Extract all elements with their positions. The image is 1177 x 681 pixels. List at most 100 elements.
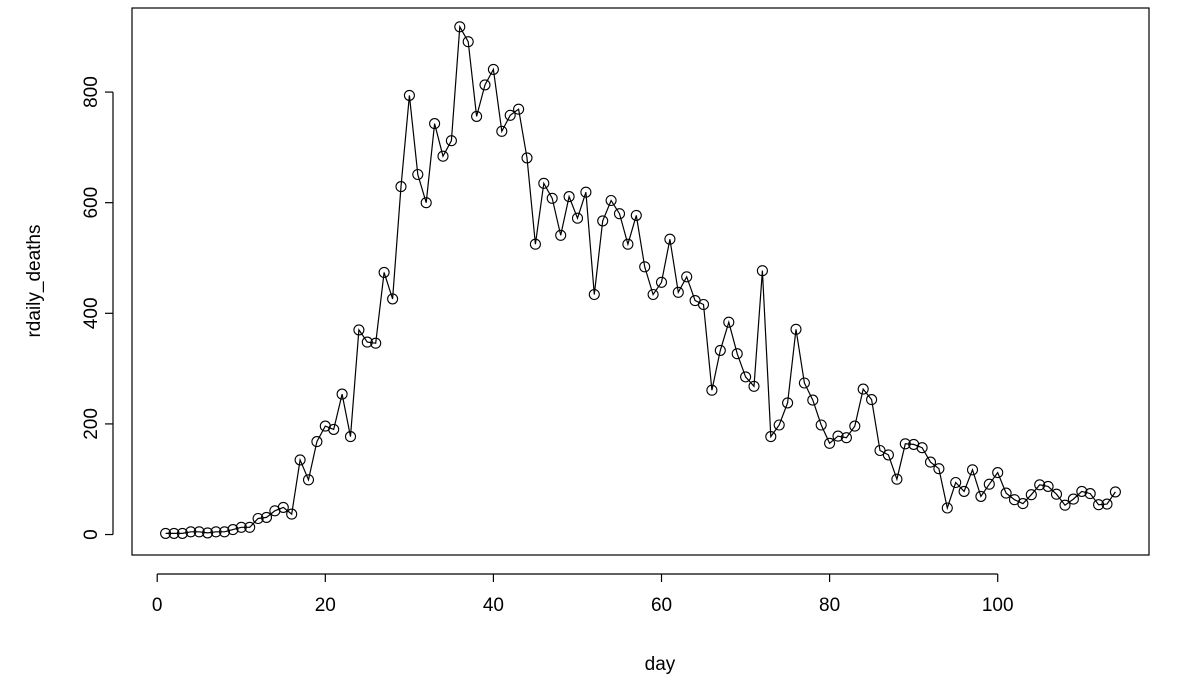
data-point bbox=[605, 194, 617, 207]
data-point bbox=[445, 135, 457, 147]
data-point bbox=[546, 192, 558, 204]
x-axis-title: day bbox=[645, 654, 676, 675]
data-point bbox=[302, 474, 315, 486]
data-point bbox=[1034, 479, 1046, 491]
data-point bbox=[160, 527, 172, 539]
data-point bbox=[437, 150, 449, 162]
x-axis: 0 20 40 60 80 100 bbox=[152, 573, 1014, 616]
data-point bbox=[555, 229, 567, 241]
data-point bbox=[580, 186, 592, 198]
data-point bbox=[202, 527, 214, 539]
data-point bbox=[1042, 480, 1054, 492]
data-point bbox=[630, 209, 642, 221]
data-point bbox=[193, 526, 205, 538]
data-point bbox=[664, 233, 676, 245]
data-point bbox=[218, 526, 231, 538]
data-point bbox=[462, 36, 474, 48]
data-point bbox=[260, 511, 273, 523]
data-point bbox=[479, 79, 491, 91]
data-point bbox=[983, 478, 995, 490]
data-point bbox=[235, 521, 247, 533]
data-point bbox=[899, 438, 911, 450]
data-point bbox=[613, 208, 626, 220]
data-point bbox=[504, 109, 516, 121]
data-point bbox=[639, 261, 651, 273]
x-tick-label: 0 bbox=[152, 595, 163, 616]
data-point bbox=[210, 526, 222, 538]
data-point bbox=[227, 524, 239, 536]
data-point bbox=[798, 377, 810, 389]
data-point bbox=[336, 388, 348, 400]
data-point bbox=[1059, 499, 1071, 511]
data-point bbox=[244, 521, 256, 533]
data-point bbox=[487, 63, 499, 75]
data-point bbox=[529, 238, 541, 250]
data-point bbox=[697, 298, 710, 311]
data-point bbox=[714, 344, 726, 356]
data-point bbox=[824, 437, 836, 449]
data-point bbox=[966, 464, 979, 476]
data-point bbox=[773, 419, 785, 431]
data-point bbox=[311, 436, 323, 448]
data-point bbox=[286, 508, 298, 520]
data-point bbox=[1000, 487, 1012, 499]
y-tick-label: 400 bbox=[81, 297, 102, 329]
data-point bbox=[681, 271, 693, 283]
data-point bbox=[756, 265, 768, 277]
data-point bbox=[328, 423, 340, 435]
y-axis-title: rdaily_deaths bbox=[24, 224, 45, 337]
data-points bbox=[160, 21, 1121, 539]
data-point bbox=[941, 502, 953, 514]
x-tick-label: 100 bbox=[982, 595, 1014, 616]
series-line bbox=[165, 24, 1116, 534]
data-point bbox=[975, 490, 987, 502]
x-tick-label: 20 bbox=[315, 595, 336, 616]
data-point bbox=[950, 476, 962, 489]
data-point bbox=[924, 456, 937, 468]
data-point bbox=[748, 380, 760, 392]
data-point bbox=[471, 110, 483, 122]
data-point bbox=[840, 432, 852, 444]
data-point bbox=[361, 336, 373, 348]
data-point bbox=[1101, 498, 1113, 510]
data-point bbox=[420, 197, 432, 209]
data-point bbox=[395, 181, 407, 193]
x-tick-label: 80 bbox=[819, 595, 840, 616]
data-point bbox=[1025, 489, 1037, 501]
data-point bbox=[958, 485, 970, 497]
data-point bbox=[782, 397, 794, 409]
data-point bbox=[176, 527, 188, 539]
data-point bbox=[874, 444, 886, 457]
data-point bbox=[513, 103, 525, 115]
data-point bbox=[807, 394, 819, 406]
data-point bbox=[588, 288, 600, 301]
data-point bbox=[882, 449, 894, 461]
x-tick-label: 40 bbox=[483, 595, 504, 616]
data-point bbox=[454, 21, 466, 33]
data-point bbox=[403, 89, 415, 101]
data-point bbox=[1093, 499, 1105, 511]
data-point bbox=[815, 419, 827, 431]
data-point bbox=[1084, 488, 1096, 500]
data-point bbox=[185, 526, 197, 538]
data-point bbox=[832, 430, 844, 442]
data-point bbox=[1017, 498, 1029, 510]
data-point bbox=[790, 323, 802, 335]
data-point bbox=[538, 177, 550, 189]
data-point bbox=[647, 288, 659, 301]
data-point bbox=[412, 168, 424, 181]
data-point bbox=[521, 152, 533, 164]
data-point bbox=[344, 431, 357, 443]
data-point bbox=[378, 266, 390, 278]
data-point bbox=[731, 348, 743, 360]
data-point bbox=[891, 473, 903, 485]
data-point bbox=[723, 316, 735, 328]
data-point bbox=[168, 527, 180, 539]
data-point bbox=[740, 371, 752, 383]
data-point bbox=[992, 467, 1004, 479]
data-point bbox=[1067, 493, 1079, 505]
y-axis: 0 200 400 600 800 bbox=[81, 76, 114, 540]
data-point bbox=[1109, 486, 1121, 498]
data-point bbox=[597, 215, 609, 227]
